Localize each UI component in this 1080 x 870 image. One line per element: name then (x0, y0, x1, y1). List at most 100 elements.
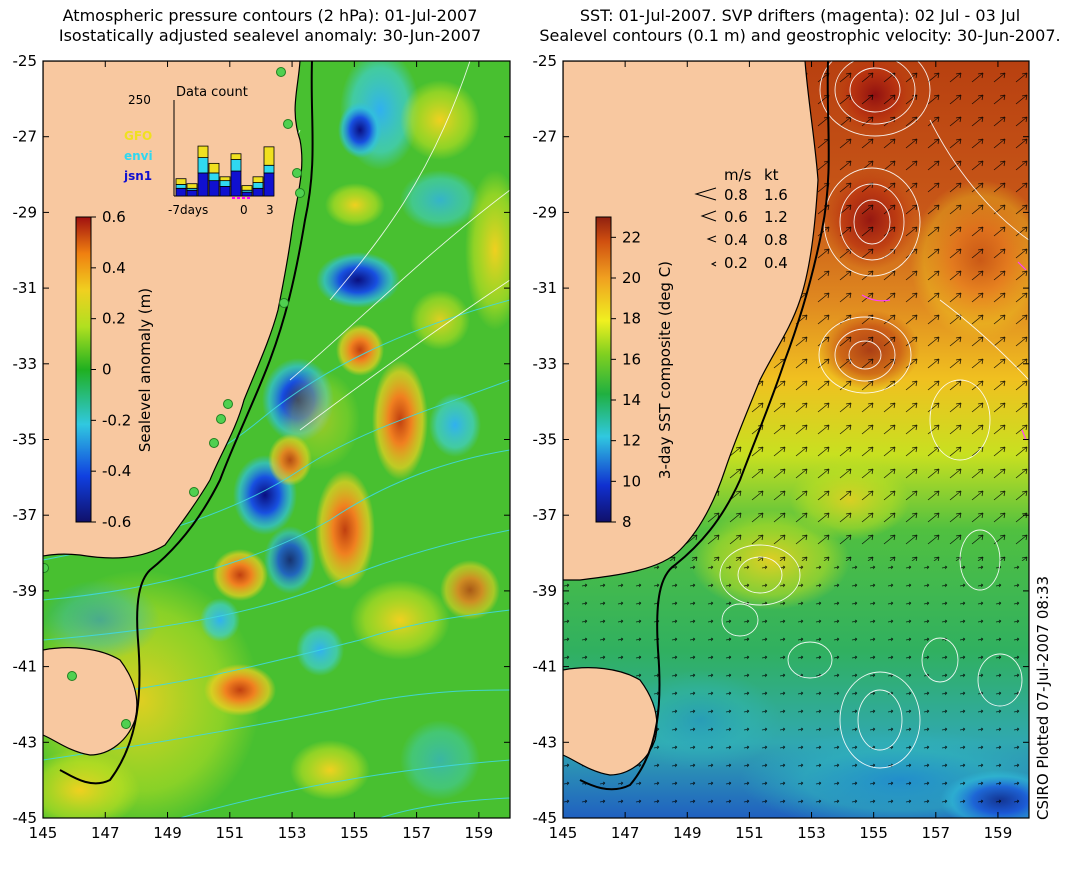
velocity-row-1-kt: 1.6 (764, 186, 788, 204)
velocity-row-3-ms: 0.4 (724, 231, 748, 249)
right-y-tick-label: -35 (533, 431, 558, 449)
tasmania-right (563, 667, 658, 776)
legend-jsn1: jsn1 (123, 169, 152, 183)
right-title-line-1: SST: 01-Jul-2007. SVP drifters (magenta)… (579, 6, 1021, 25)
data-count-ymax: 250 (128, 93, 151, 107)
left-x-tick-label: 159 (465, 824, 494, 842)
data-count-bar-envi (252, 182, 264, 189)
australia-mainland-right (563, 61, 819, 581)
left-colorbar-tick-label: -0.4 (102, 462, 131, 480)
tasmania (43, 647, 138, 756)
left-y-tick-label: -35 (13, 431, 38, 449)
right-map-sst (563, 61, 1029, 818)
left-x-tick-label: 145 (29, 824, 58, 842)
right-colorbar-scale (595, 216, 612, 523)
right-y-tick-label: -43 (533, 733, 558, 751)
left-colorbar-tick-label: 0.4 (102, 259, 126, 277)
left-title-line-1: Atmospheric pressure contours (2 hPa): 0… (62, 6, 478, 25)
right-colorbar-tick-label: 16 (622, 350, 641, 368)
right-colorbar-tick-label: 22 (622, 228, 641, 246)
left-colorbar-ticks: 0.6 0.4 0.2 0 -0.2 -0.4 -0.6 (91, 208, 131, 531)
data-count-bar-gfo (186, 183, 198, 189)
right-x-tick-label: 145 (549, 824, 578, 842)
right-y-tick-label: -39 (533, 582, 558, 600)
left-x-tick-label: 155 (340, 824, 369, 842)
velocity-legend-arrows (694, 187, 717, 267)
right-y-tick-label: -45 (533, 809, 558, 827)
velocity-legend-ms-header: m/s (724, 166, 752, 184)
left-colorbar-tick-label: -0.6 (102, 513, 131, 531)
data-count-bar-gfo (241, 185, 253, 191)
velocity-row-3-kt: 0.8 (764, 231, 788, 249)
left-colorbar-scale (75, 216, 92, 523)
data-count-bar-gfo (252, 176, 264, 183)
left-colorbar-label: Sealevel anomaly (m) (136, 288, 154, 452)
right-x-tick-label: 159 (984, 824, 1013, 842)
right-colorbar-tick-label: 20 (622, 269, 641, 287)
right-y-tick-label: -27 (533, 128, 558, 146)
data-count-bar-jsn1 (219, 185, 231, 197)
left-x-tick-label: 151 (215, 824, 244, 842)
velocity-row-4-kt: 0.4 (764, 254, 788, 272)
left-y-tick-label: -27 (13, 128, 38, 146)
left-colorbar-tick-label: 0.2 (102, 310, 126, 328)
left-map-title: Atmospheric pressure contours (2 hPa): 0… (0, 6, 540, 46)
data-count-bar-gfo (219, 176, 231, 182)
right-colorbar-tick-label: 18 (622, 310, 641, 328)
right-y-tick-label: -31 (533, 279, 558, 297)
data-count-bar-jsn1 (241, 191, 253, 197)
left-y-tick-label: -25 (13, 52, 38, 70)
left-colorbar-tick-label: -0.2 (102, 411, 131, 429)
right-colorbar-tick-label: 10 (622, 472, 641, 490)
right-colorbar: 22 20 18 16 14 12 10 8 3-day SST composite (deg… (595, 216, 674, 531)
sealevel-anomaly-field (43, 61, 510, 818)
velocity-row-2-kt: 1.2 (764, 208, 788, 226)
data-count-bar-gfo (208, 162, 220, 174)
left-y-tick-label: -43 (13, 733, 38, 751)
data-count-bar-jsn1 (175, 187, 187, 197)
left-colorbar-tick-label: 0.6 (102, 208, 126, 226)
left-y-tick-label: -37 (13, 506, 38, 524)
right-colorbar-tick-label: 12 (622, 432, 641, 450)
data-count-inset: Data count 250 GFO envi jsn1 -7days 0 3 (123, 85, 275, 217)
left-x-tick-label: 149 (153, 824, 182, 842)
left-y-tick-label: -33 (13, 355, 38, 373)
right-x-tick-label: 155 (859, 824, 888, 842)
right-colorbar-label: 3-day SST composite (deg C) (656, 261, 674, 479)
right-y-tick-label: -25 (533, 52, 558, 70)
dc-xtick-zero: 0 (240, 203, 248, 217)
data-count-bar-gfo (175, 178, 187, 185)
right-x-tick-label: 147 (611, 824, 640, 842)
right-colorbar-tick-label: 14 (622, 391, 641, 409)
shelf-break-contour (59, 61, 314, 785)
data-count-bar-jsn1 (197, 172, 209, 197)
left-y-tick-label: -41 (13, 658, 38, 676)
left-colorbar-tick-label: 0 (102, 361, 112, 379)
left-x-tick-label: 153 (278, 824, 307, 842)
data-count-bar-envi (263, 164, 275, 174)
data-count-bar-jsn1 (230, 170, 242, 197)
data-count-bar-envi (230, 159, 242, 172)
data-count-bar-jsn1 (252, 187, 264, 197)
data-count-bar-jsn1 (186, 189, 198, 197)
svp-drifter-tracks (861, 261, 1027, 441)
velocity-legend: m/s kt 0.8 1.6 0.6 1.2 0.4 0.8 0.2 0.4 (694, 166, 788, 272)
right-y-tick-label: -33 (533, 355, 558, 373)
right-x-tick-label: 157 (921, 824, 950, 842)
right-x-tick-label: 151 (735, 824, 764, 842)
left-title-line-2: Isostatically adjusted sealevel anomaly:… (58, 26, 482, 45)
plot-timestamp: CSIRO Plotted 07-Jul-2007 08:33 (1034, 575, 1052, 820)
velocity-row-4-ms: 0.2 (724, 254, 748, 272)
left-y-tick-label: -45 (13, 809, 38, 827)
left-x-tick-label: 157 (402, 824, 431, 842)
data-count-bar-envi (197, 157, 209, 174)
velocity-row-1-ms: 0.8 (724, 186, 748, 204)
data-count-bar-jsn1 (208, 180, 220, 197)
velocity-legend-kt-header: kt (764, 166, 779, 184)
legend-gfo: GFO (124, 129, 152, 143)
dc-xtick-end: 3 (266, 203, 274, 217)
left-colorbar: 0.6 0.4 0.2 0 -0.2 -0.4 -0.6 Sealevel anomaly … (75, 208, 154, 531)
